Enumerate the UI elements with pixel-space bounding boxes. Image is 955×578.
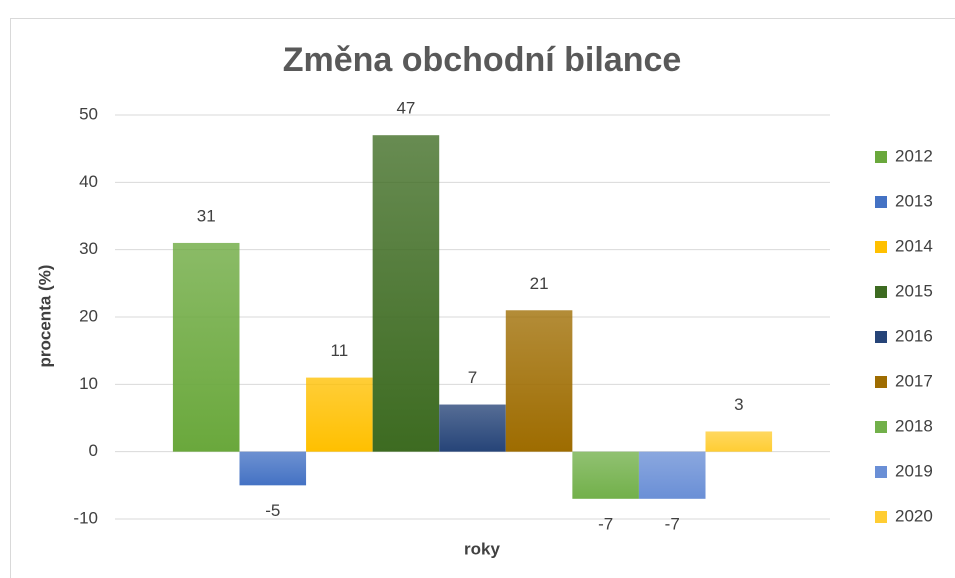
- bar: [372, 135, 440, 452]
- y-tick-label: 10: [79, 374, 98, 393]
- bar: [505, 310, 573, 452]
- bar: [638, 451, 706, 499]
- legend-swatch: [875, 466, 887, 478]
- legend-swatch: [875, 286, 887, 298]
- legend-label: 2017: [895, 371, 933, 390]
- data-label: 31: [197, 206, 216, 225]
- chart-border: [10, 18, 955, 578]
- data-label: 7: [468, 368, 477, 387]
- bar: [306, 377, 373, 452]
- bar: [439, 404, 506, 452]
- legend-label: 2013: [895, 191, 933, 210]
- legend-label: 2016: [895, 326, 933, 345]
- data-label: -7: [598, 514, 613, 533]
- y-tick-label: 20: [79, 306, 98, 325]
- legend-label: 2018: [895, 416, 933, 435]
- legend-label: 2020: [895, 506, 933, 525]
- y-tick-label: 30: [79, 239, 98, 258]
- legend-swatch: [875, 241, 887, 253]
- data-label: 3: [734, 395, 743, 414]
- y-tick-label: 40: [79, 172, 98, 191]
- data-label: -7: [665, 514, 680, 533]
- y-tick-label: 0: [89, 441, 98, 460]
- legend-label: 2015: [895, 281, 933, 300]
- data-label: 21: [530, 274, 549, 293]
- data-label: 47: [396, 99, 415, 118]
- legend-swatch: [875, 376, 887, 388]
- legend-swatch: [875, 196, 887, 208]
- legend-label: 2012: [895, 146, 933, 165]
- legend-label: 2019: [895, 461, 933, 480]
- y-tick-label: -10: [73, 508, 98, 527]
- bar: [705, 431, 773, 452]
- x-axis-label: roky: [464, 539, 500, 558]
- legend-swatch: [875, 421, 887, 433]
- data-label: -5: [265, 501, 280, 520]
- bar: [172, 242, 240, 452]
- bar: [572, 451, 639, 499]
- bar: [239, 451, 307, 486]
- chart-title: Změna obchodní bilance: [283, 41, 682, 79]
- legend-swatch: [875, 511, 887, 523]
- data-label: 11: [331, 341, 349, 360]
- legend-swatch: [875, 331, 887, 343]
- legend-label: 2014: [895, 236, 933, 255]
- y-axis-label: procenta (%): [35, 265, 54, 368]
- y-tick-label: 50: [79, 104, 98, 123]
- legend-swatch: [875, 151, 887, 163]
